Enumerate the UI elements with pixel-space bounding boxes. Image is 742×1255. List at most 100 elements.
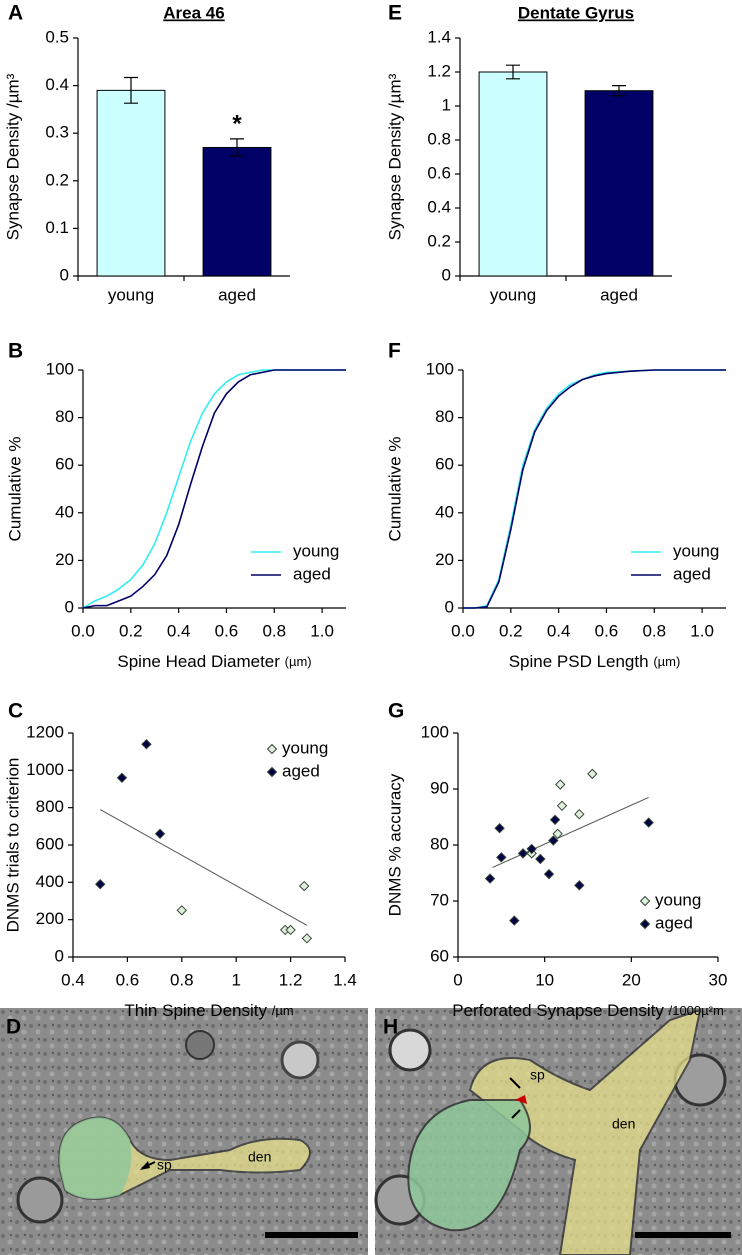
y-tick-label: 0 xyxy=(442,265,451,284)
scatter-point xyxy=(494,822,505,834)
panel-letter: G xyxy=(388,700,404,723)
scatter-point xyxy=(526,843,537,855)
legend-label: young xyxy=(655,890,701,909)
panel-letter: E xyxy=(388,2,402,25)
y-tick-label: 70 xyxy=(430,890,449,909)
scatter-point xyxy=(548,835,559,846)
micrograph-label: den xyxy=(612,1116,635,1132)
scatter-point xyxy=(517,848,529,859)
x-axis-label-text: Perforated Synapse Density xyxy=(452,1001,664,1020)
line-series xyxy=(463,369,726,609)
y-tick-label: 800 xyxy=(36,797,64,816)
y-tick-label: 100 xyxy=(46,359,74,378)
x-tick-label: 0.2 xyxy=(499,621,523,640)
x-tick-label: 0.6 xyxy=(116,970,140,989)
x-tick-label: 0.8 xyxy=(262,621,286,640)
y-tick-label: 40 xyxy=(55,502,74,521)
error-bar xyxy=(612,85,626,97)
x-axis-label: Spine PSD Length (µm) xyxy=(509,652,681,671)
y-tick-label: 1 xyxy=(442,95,451,114)
annotation: * xyxy=(232,110,242,137)
y-tick-label: 100 xyxy=(421,722,449,741)
y-tick-label: 80 xyxy=(430,834,449,853)
x-axis-label-unit: /µm xyxy=(272,1003,294,1018)
x-tick-label: young xyxy=(108,285,154,304)
legend-swatch xyxy=(266,743,278,755)
y-tick-label: 0.2 xyxy=(427,231,451,250)
legend-label: aged xyxy=(655,913,693,932)
legend-label: aged xyxy=(293,564,331,583)
y-tick-label: 0.4 xyxy=(45,75,69,94)
scatter-point xyxy=(154,828,166,840)
bar xyxy=(202,146,272,277)
scatter-point xyxy=(176,905,188,916)
trendline xyxy=(99,809,308,926)
x-tick-label: 0.4 xyxy=(61,970,85,989)
panel-letter: H xyxy=(383,1016,398,1039)
y-tick-label: 60 xyxy=(55,455,74,474)
x-tick-label: 30 xyxy=(709,970,728,989)
trendline xyxy=(492,796,649,868)
x-tick-label: 1 xyxy=(231,970,240,989)
y-tick-label: 1200 xyxy=(26,722,64,741)
x-tick-label: 0.4 xyxy=(167,621,191,640)
line-series xyxy=(82,369,346,609)
y-tick-label: 400 xyxy=(36,872,64,891)
micrograph-label: sp xyxy=(157,1157,172,1173)
y-axis-label: DNMS % accuracy xyxy=(385,773,404,916)
x-axis-label-unit: (µm) xyxy=(285,654,312,669)
x-tick-label: aged xyxy=(600,285,638,304)
y-tick-label: 600 xyxy=(36,834,64,853)
y-tick-label: 20 xyxy=(435,550,454,569)
y-tick-label: 80 xyxy=(55,407,74,426)
y-tick-label: 1.4 xyxy=(427,27,451,46)
scatter-point xyxy=(94,878,106,890)
x-tick-label: 0.2 xyxy=(119,621,143,640)
x-tick-label: 0.4 xyxy=(547,621,571,640)
y-tick-label: 0.8 xyxy=(427,129,451,148)
scatter-point xyxy=(116,772,128,784)
y-tick-label: 0.1 xyxy=(45,218,69,237)
y-tick-label: 100 xyxy=(426,359,454,378)
y-tick-label: 80 xyxy=(435,407,454,426)
x-tick-label: 0.8 xyxy=(642,621,666,640)
micrograph-h xyxy=(374,1008,742,1255)
legend-swatch xyxy=(639,895,651,907)
x-tick-label: 0.8 xyxy=(170,970,194,989)
bar xyxy=(96,89,166,277)
bar xyxy=(478,71,548,277)
scatter-point xyxy=(535,853,546,865)
y-tick-label: 60 xyxy=(435,455,454,474)
scatter-point xyxy=(509,915,520,926)
x-tick-label: 0.6 xyxy=(595,621,619,640)
y-tick-label: 0 xyxy=(60,265,69,284)
scatter-point xyxy=(552,828,563,840)
legend-label: aged xyxy=(282,761,320,780)
y-tick-label: 0 xyxy=(65,597,74,616)
y-tick-label: 0.6 xyxy=(427,163,451,182)
chart-title: Dentate Gyrus xyxy=(518,3,634,22)
panel-letter: F xyxy=(388,340,401,363)
y-tick-label: 0.3 xyxy=(45,123,69,142)
y-tick-label: 0 xyxy=(55,946,64,965)
legend-label: young xyxy=(293,541,339,560)
x-tick-label: 0.0 xyxy=(451,621,475,640)
x-tick-label: 10 xyxy=(535,970,554,989)
y-tick-label: 1.2 xyxy=(427,61,451,80)
error-bar xyxy=(124,76,138,104)
y-axis-label: DNMS trials to criterion xyxy=(3,758,22,933)
legend-label: young xyxy=(673,541,719,560)
x-tick-label: 1.2 xyxy=(279,970,303,989)
y-tick-label: 0 xyxy=(445,597,454,616)
error-bar xyxy=(506,64,520,80)
scatter-point xyxy=(555,779,566,790)
x-tick-label: 1.4 xyxy=(333,970,357,989)
x-axis-label: Thin Spine Density /µm xyxy=(124,1001,293,1020)
scatter-point xyxy=(141,738,152,750)
micrograph-label: sp xyxy=(530,1067,545,1083)
micrograph-label: den xyxy=(248,1149,271,1165)
x-tick-label: 1.0 xyxy=(690,621,714,640)
y-axis-label: Cumulative % xyxy=(5,437,24,542)
x-tick-label: 20 xyxy=(622,970,641,989)
legend-label: young xyxy=(282,738,328,757)
